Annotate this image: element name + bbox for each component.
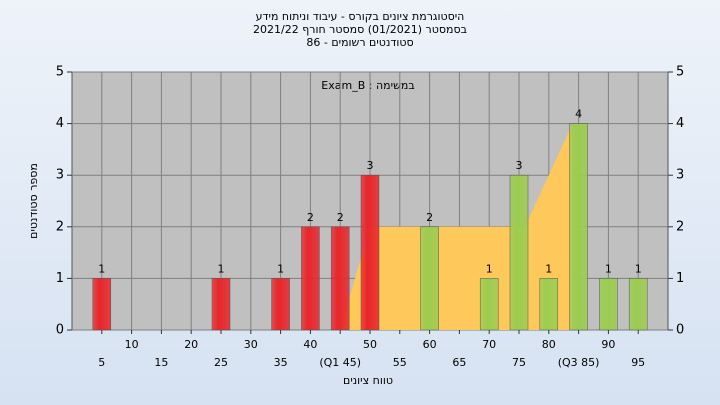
x-tick-label: 50 [363, 338, 377, 351]
y-tick-label: 0 [56, 323, 64, 338]
y-tick-label: 4 [56, 116, 64, 131]
bar [271, 278, 290, 331]
x-tick-label: 15 [154, 356, 168, 369]
x-tick-label: 5 [98, 356, 105, 369]
x-tick-label: 80 [542, 338, 556, 351]
y2-tick-label: 3 [676, 168, 684, 183]
bar [539, 278, 559, 331]
x-tick-label: 65 [452, 356, 466, 369]
data-label: 1 [218, 262, 225, 275]
y-axis-label: מספר סטודנטים [27, 163, 40, 239]
y-tick-label: 1 [56, 271, 64, 286]
x-tick-label: 55 [393, 356, 407, 369]
y2-tick-label: 0 [676, 323, 684, 338]
data-label: 1 [486, 262, 493, 275]
bar [301, 226, 320, 331]
data-label: 1 [545, 262, 552, 275]
annotation: Exam_B : במשימה [321, 79, 414, 92]
bar [569, 123, 588, 331]
chart-title: סטודנטים רשומים - 86 [306, 36, 413, 49]
data-label: 3 [367, 159, 374, 172]
x-tick-label: 20 [184, 338, 198, 351]
chart-title: בסמסטר (01/2021) סמסטר חורף 2021/22 [253, 23, 467, 36]
bar [479, 278, 499, 331]
bar [92, 278, 112, 331]
bar [211, 278, 231, 331]
x-tick-label: 25 [214, 356, 228, 369]
bar [330, 226, 350, 331]
data-label: 4 [575, 108, 582, 121]
x-tick-label: 30 [244, 338, 258, 351]
bar [509, 174, 529, 331]
data-label: 3 [516, 159, 523, 172]
data-label: 1 [605, 262, 612, 275]
data-label: 2 [426, 211, 433, 224]
y-tick-label: 3 [56, 168, 64, 183]
y2-tick-label: 1 [676, 271, 684, 286]
bar [360, 174, 380, 331]
data-label: 1 [635, 262, 642, 275]
y-tick-label: 2 [56, 219, 64, 234]
data-label: 1 [98, 262, 105, 275]
y2-tick-label: 4 [676, 116, 684, 131]
data-label: 1 [277, 262, 284, 275]
x-tick-label: 60 [423, 338, 437, 351]
x-tick-label: (Q1 45) [319, 356, 361, 369]
bar [420, 226, 439, 331]
x-tick-label: 35 [274, 356, 288, 369]
data-label: 2 [337, 211, 344, 224]
x-tick-label: 75 [512, 356, 526, 369]
y2-tick-label: 2 [676, 219, 684, 234]
x-tick-label: 10 [125, 338, 139, 351]
y-tick-label: 5 [56, 65, 64, 80]
x-tick-label: 40 [303, 338, 317, 351]
x-tick-label: 70 [482, 338, 496, 351]
bar [628, 278, 648, 331]
data-label: 2 [307, 211, 314, 224]
x-tick-label: 90 [601, 338, 615, 351]
y2-tick-label: 5 [676, 65, 684, 80]
chart-title: היסטוגרמת ציונים בקורס - עיבוד וניתוח מי… [256, 10, 465, 23]
x-axis-label: טווח ציונים [343, 374, 393, 387]
bar [599, 278, 618, 331]
x-tick-label: 95 [631, 356, 645, 369]
x-tick-label: (Q3 85) [558, 356, 600, 369]
